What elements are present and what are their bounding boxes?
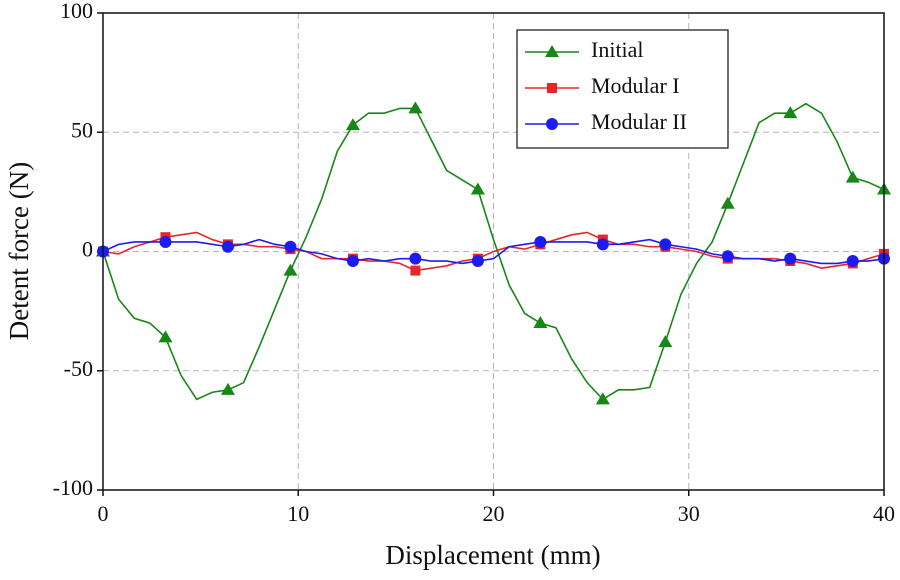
marker xyxy=(409,252,422,265)
marker xyxy=(158,330,173,343)
marker xyxy=(846,255,859,268)
marker xyxy=(595,392,610,405)
marker xyxy=(545,45,559,57)
legend-label: Initial xyxy=(591,37,644,62)
marker xyxy=(410,265,421,276)
legend: Initial Modular I Modular II xyxy=(516,29,729,149)
legend-label: Modular II xyxy=(591,109,687,134)
marker xyxy=(658,335,673,348)
marker xyxy=(221,240,234,253)
y-axis-label: Detent force (N) xyxy=(4,162,34,340)
marker xyxy=(220,382,235,395)
legend-label: Modular I xyxy=(591,73,680,98)
marker xyxy=(546,118,558,130)
marker xyxy=(471,255,484,268)
plot-frame xyxy=(102,12,885,491)
marker xyxy=(596,238,609,251)
marker xyxy=(659,238,672,251)
marker xyxy=(159,235,172,248)
y-tick-label: 0 xyxy=(82,237,93,262)
marker xyxy=(784,252,797,265)
x-tick-label: 40 xyxy=(873,501,895,526)
x-tick-label: 30 xyxy=(678,501,700,526)
marker xyxy=(720,196,735,209)
x-tick-label: 0 xyxy=(98,501,109,526)
marker xyxy=(721,250,734,263)
y-tick-label: -100 xyxy=(53,475,93,500)
x-tick-label: 20 xyxy=(483,501,505,526)
marker xyxy=(547,83,557,93)
marker xyxy=(533,316,548,329)
marker xyxy=(783,106,798,119)
x-tick-label: 10 xyxy=(287,501,309,526)
y-tick-label: -50 xyxy=(64,356,93,381)
marker xyxy=(470,182,485,195)
y-tick-label: 100 xyxy=(60,0,93,23)
marker xyxy=(346,255,359,268)
series-line xyxy=(102,102,885,401)
marker xyxy=(845,170,860,183)
x-axis-label: Displacement (mm) xyxy=(385,540,600,570)
y-tick-label: 50 xyxy=(71,117,93,142)
marker xyxy=(284,240,297,253)
marker xyxy=(408,101,423,114)
marker xyxy=(345,118,360,131)
marker xyxy=(283,263,298,276)
marker xyxy=(534,235,547,248)
